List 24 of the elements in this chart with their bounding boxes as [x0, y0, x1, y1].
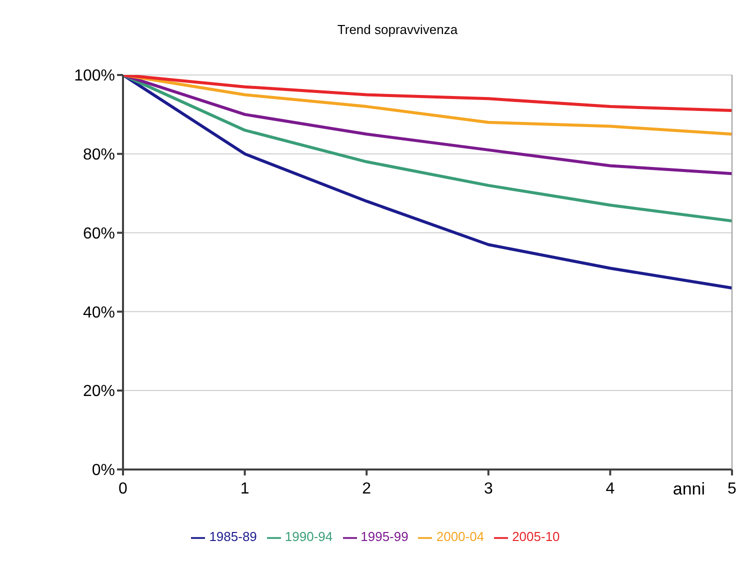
legend-label: 2005-10 — [512, 529, 560, 544]
y-tick-label: 100% — [74, 68, 115, 85]
line-series — [122, 75, 734, 222]
x-tick-label: 5 — [728, 480, 737, 498]
x-tick-label: 1 — [240, 480, 250, 498]
y-tick-label: 60% — [82, 225, 115, 242]
x-tick-label: 4 — [606, 480, 615, 498]
line-series — [122, 75, 734, 136]
x-tick-label: 3 — [484, 480, 493, 498]
legend-label: 1990-94 — [284, 529, 333, 544]
legend-label: 1995-99 — [360, 529, 408, 544]
y-tick-label: 0% — [92, 462, 115, 480]
legend-label: 1985-89 — [209, 529, 257, 544]
y-tick-label: 80% — [82, 146, 115, 164]
x-tick-label: 2 — [362, 480, 372, 498]
legend-label: 2000-04 — [436, 529, 484, 544]
line-series — [122, 75, 734, 176]
x-axis-title: anni — [672, 480, 705, 499]
x-tick-label: 0 — [118, 480, 128, 498]
chart-title: Trend sopravvivenza — [336, 22, 459, 37]
y-tick-label: 20% — [82, 383, 115, 400]
line-series — [122, 75, 734, 112]
line-series — [122, 75, 734, 290]
y-tick-label: 40% — [82, 304, 115, 322]
